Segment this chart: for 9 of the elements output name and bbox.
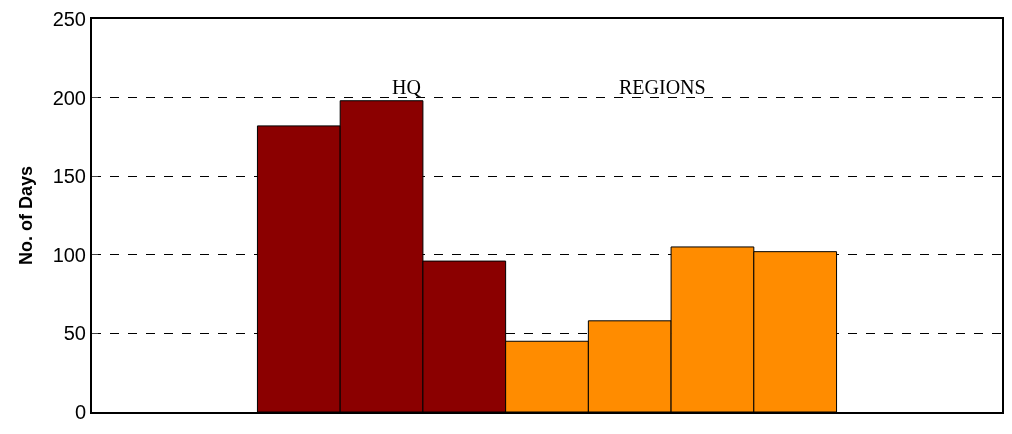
annotation: REGIONS [619,76,706,98]
annotation: HQ [392,76,422,98]
y-tick-label: 0 [74,401,86,423]
y-tick-label: 250 [52,8,86,30]
y-tick-label: 200 [52,86,86,109]
y-tick-label: 150 [52,165,86,188]
y-tick-label: 100 [52,243,86,266]
y-axis-title: No. of Days [16,165,37,266]
y-tick-label: 50 [63,322,86,345]
